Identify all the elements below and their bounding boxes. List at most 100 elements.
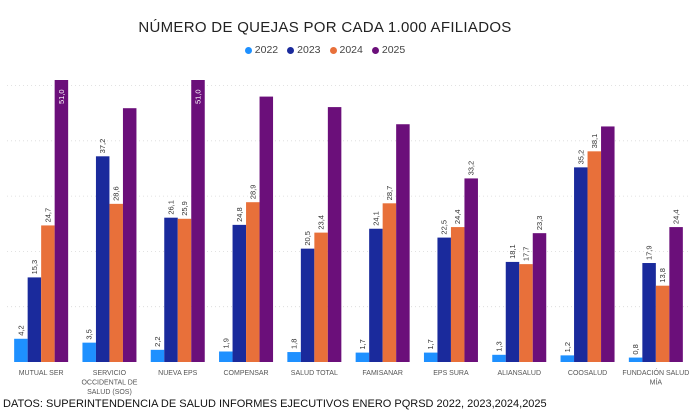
bar-2022-9: [628, 357, 643, 362]
legend-swatch-2024: [329, 46, 337, 54]
bar-2023-9: [642, 263, 656, 362]
legend-item-2023: 2023: [287, 44, 321, 56]
bar-2025-8: [601, 126, 615, 363]
data-label: 2,2: [153, 336, 162, 346]
bar-2022-8: [560, 355, 575, 362]
bar-2022-1: [82, 342, 96, 362]
legend-item-2025: 2025: [371, 44, 406, 56]
data-label: 1,8: [290, 339, 299, 349]
bar-2024-8: [587, 151, 602, 362]
data-label: 43,0: [398, 107, 407, 122]
category-label: SERVICIO: [93, 370, 127, 377]
bar-2024-4: [314, 232, 328, 362]
chart-legend: 2022 2023 2024 2025: [0, 44, 650, 56]
bar-2024-0: [41, 225, 55, 362]
data-label: 28,9: [248, 185, 257, 200]
legend-swatch-2023: [287, 46, 295, 54]
data-label: 24,4: [672, 209, 681, 224]
bar-2023-6: [437, 237, 451, 362]
bar-2023-5: [369, 228, 383, 362]
data-label: 24,8: [235, 207, 244, 222]
bar-2023-8: [574, 167, 588, 362]
bar-2025-2: [191, 80, 205, 362]
bar-2022-7: [492, 354, 506, 362]
bar-2024-1: [109, 203, 123, 362]
legend-label-2024: 2024: [339, 44, 363, 56]
data-label: 25,9: [180, 201, 189, 216]
legend-item-2022: 2022: [244, 44, 279, 56]
data-label: 45,9: [125, 91, 134, 106]
data-label: 33,2: [467, 161, 476, 176]
bar-2024-9: [655, 285, 670, 362]
data-label: 42,6: [603, 109, 612, 124]
data-label: 48,0: [262, 79, 271, 94]
category-label: EPS SURA: [433, 370, 469, 377]
bar-2024-3: [246, 202, 260, 362]
legend-item-2024: 2024: [329, 44, 363, 56]
data-label: 24,4: [453, 209, 462, 224]
data-label: 4,2: [16, 325, 25, 335]
bar-2023-3: [232, 224, 247, 362]
bar-2022-0: [14, 338, 28, 362]
data-label: 51,0: [57, 89, 66, 104]
bar-2025-0: [54, 80, 69, 362]
data-label: 28,7: [385, 186, 394, 201]
data-label: 35,2: [576, 150, 585, 165]
category-label: COMPENSAR: [223, 370, 268, 377]
category-label: NUEVA EPS: [158, 370, 197, 377]
data-label: 0,8: [631, 344, 640, 354]
data-label: 13,8: [658, 268, 667, 283]
bar-2025-7: [532, 233, 547, 362]
bar-2022-3: [219, 351, 233, 362]
bar-2022-2: [150, 349, 165, 362]
data-label: 24,1: [371, 211, 380, 226]
legend-label-2023: 2023: [297, 44, 321, 56]
bar-2023-7: [505, 261, 520, 362]
data-label: 51,0: [194, 89, 203, 104]
bar-2025-3: [259, 96, 274, 363]
legend-swatch-2025: [371, 46, 379, 54]
legend-label-2022: 2022: [254, 44, 279, 56]
data-label: 23,3: [535, 216, 544, 231]
data-label: 24,7: [43, 208, 52, 223]
data-label: 18,1: [508, 244, 517, 259]
category-label: COOSALUD: [568, 370, 607, 377]
data-label: 1,2: [563, 342, 572, 352]
data-label: 3,5: [85, 329, 94, 339]
legend-swatch-2022: [244, 46, 252, 54]
category-label: SALUD TOTAL: [291, 370, 338, 377]
data-label: 26,1: [167, 200, 176, 215]
bar-2023-1: [95, 156, 110, 362]
data-label: 1,7: [358, 339, 367, 349]
bar-2025-9: [669, 227, 683, 362]
chart-title: NÚMERO DE QUEJAS POR CADA 1.000 AFILIADO…: [138, 19, 512, 36]
data-label: 1,3: [495, 341, 504, 351]
bar-2022-4: [287, 352, 301, 362]
data-label: 23,4: [317, 215, 326, 230]
data-label: 22,5: [440, 220, 449, 235]
data-label: 15,3: [30, 260, 39, 275]
bar-2025-1: [122, 108, 137, 362]
bar-2022-5: [355, 352, 370, 362]
bar-2025-6: [464, 178, 478, 362]
data-label: 37,2: [98, 139, 107, 154]
source-note: DATOS: SUPERINTENDENCIA DE SALUD INFORME…: [3, 398, 547, 410]
category-label: MUTUAL SER: [19, 370, 64, 377]
bar-2025-4: [327, 107, 342, 362]
data-label: 1,7: [426, 339, 435, 349]
category-label: OCCIDENTAL DE: [81, 380, 137, 387]
data-label: 1,9: [221, 338, 230, 348]
data-label: 28,6: [112, 186, 121, 201]
category-label: MÍA: [650, 378, 663, 387]
category-label: FAMISANAR: [362, 370, 402, 377]
bar-2024-5: [382, 203, 397, 362]
data-label: 17,7: [522, 247, 531, 262]
bar-2024-2: [177, 218, 192, 362]
bar-2025-5: [396, 124, 410, 362]
bar-2023-4: [300, 248, 315, 362]
bar-2024-6: [450, 227, 465, 362]
legend-label-2025: 2025: [381, 44, 406, 56]
data-label: 17,9: [645, 245, 654, 260]
bar-2023-2: [164, 217, 178, 362]
